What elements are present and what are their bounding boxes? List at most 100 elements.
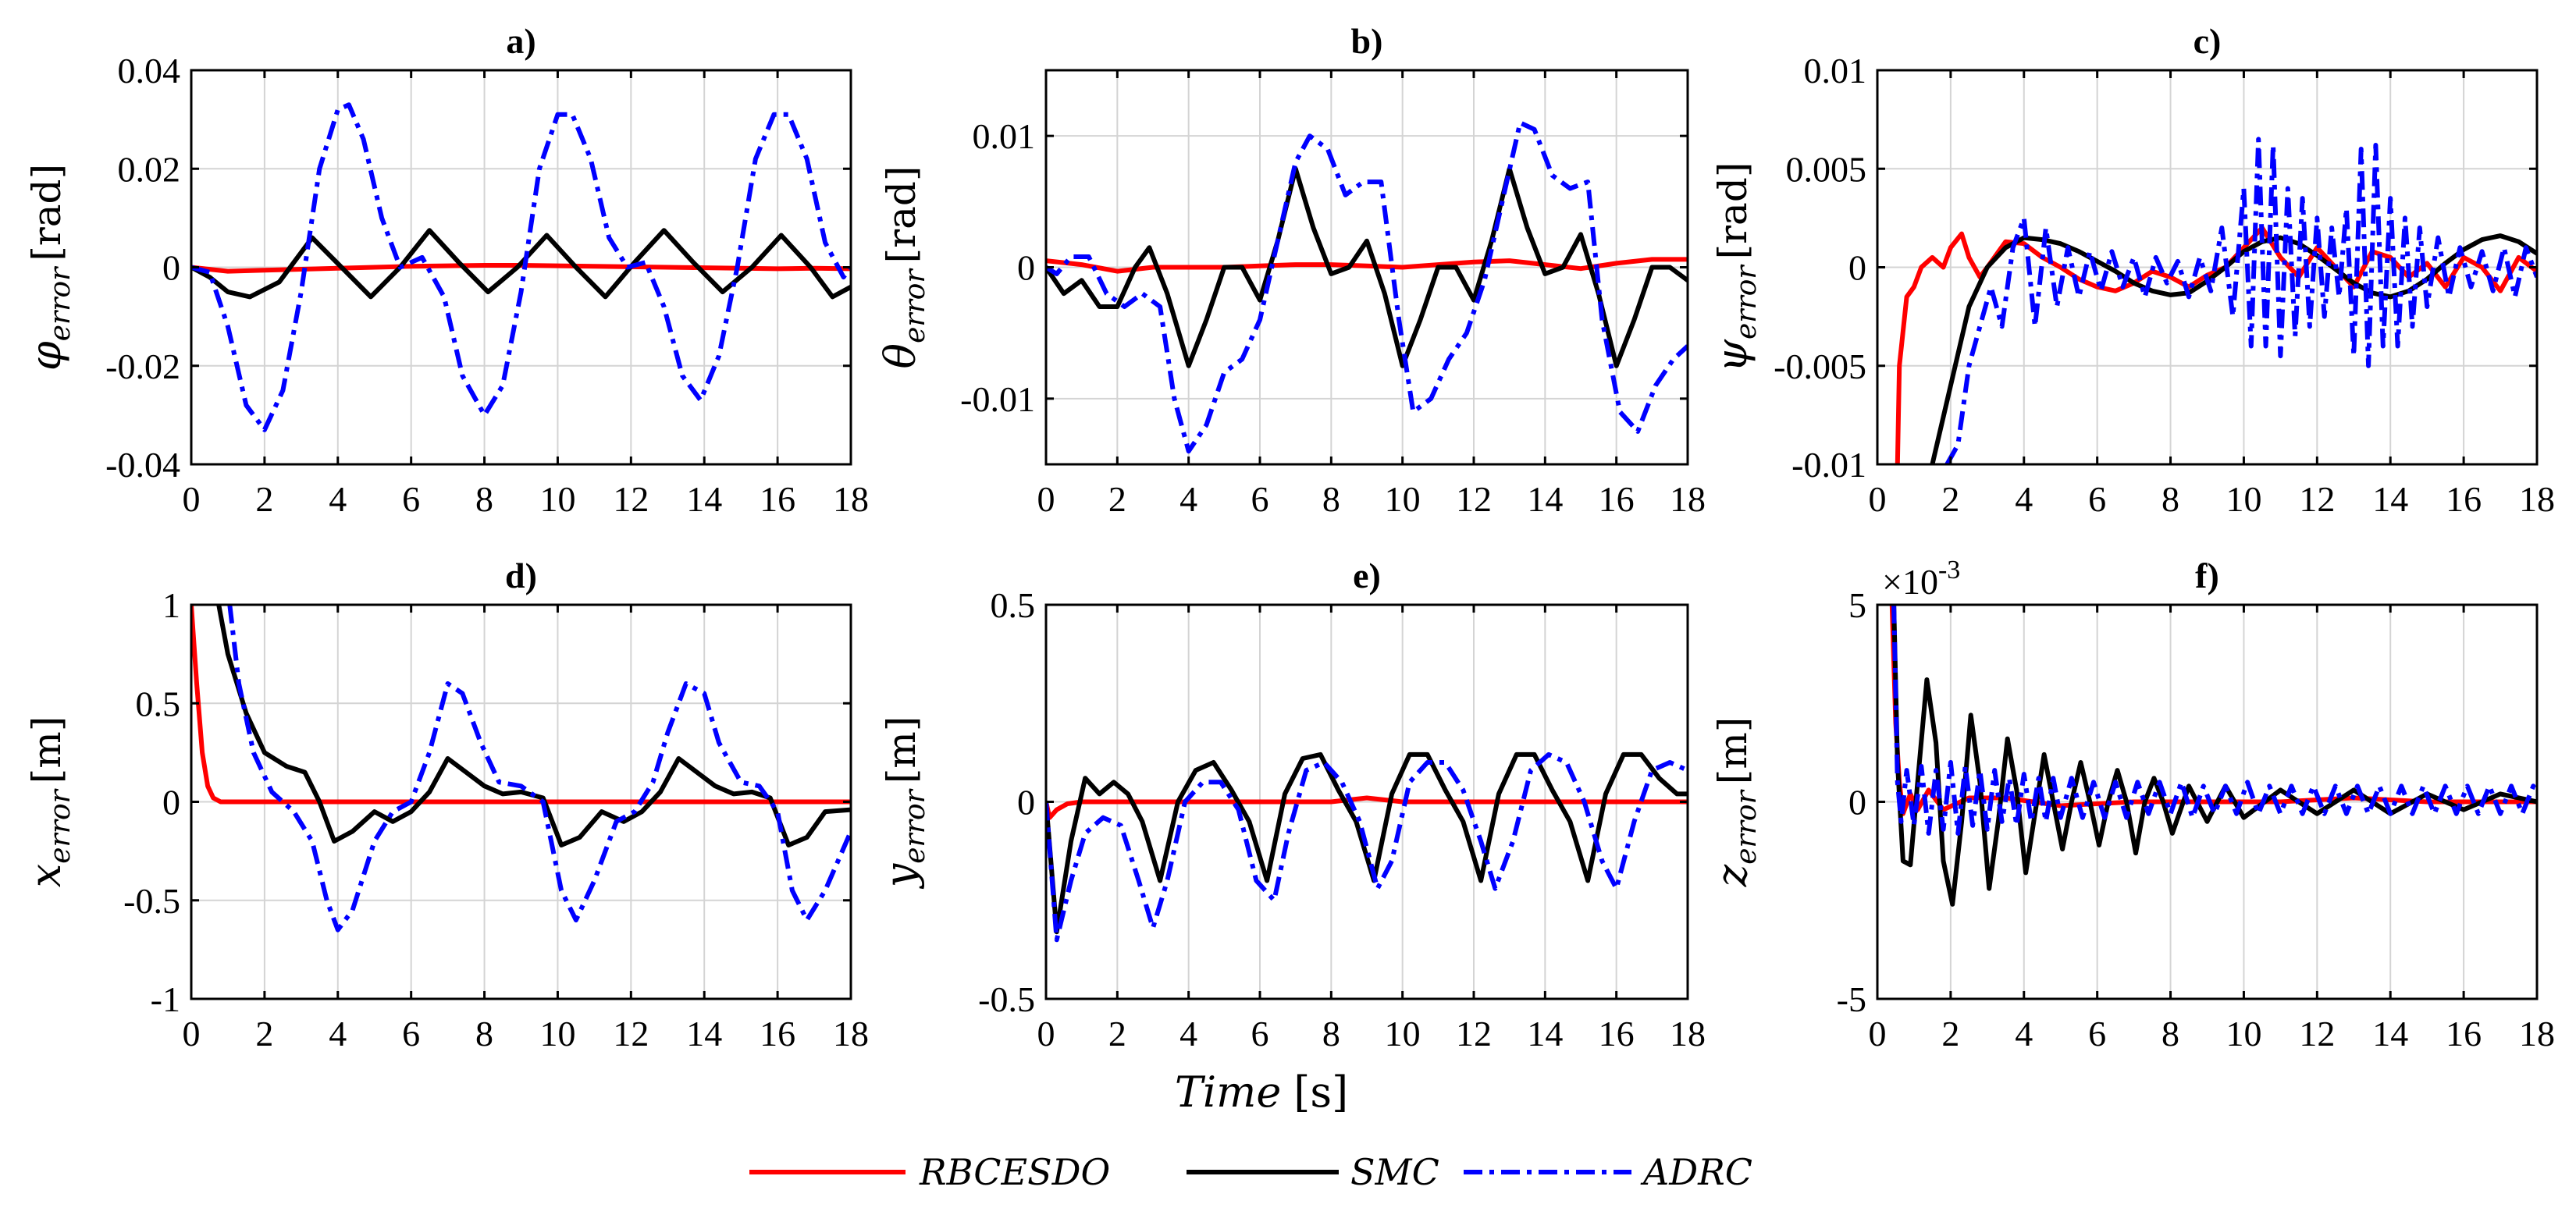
- x-tick-label: 14: [2372, 479, 2408, 519]
- subplot-title: b): [1351, 21, 1383, 61]
- y-tick-label: -0.04: [105, 445, 180, 485]
- legend-label-smc: SMC: [1350, 1151, 1439, 1193]
- y-tick-label: 0.01: [973, 116, 1036, 156]
- x-tick-label: 18: [1670, 479, 1706, 519]
- x-tick-label: 14: [1527, 1014, 1563, 1053]
- x-tick-label: 12: [1456, 1014, 1492, 1053]
- subplot-c: 0 2 4 6 8 10 12 14 16 18 -0.01 -0.005 0 0.005 0.01 c) ψe…: [1707, 21, 2555, 519]
- x-tick-label: 12: [1456, 479, 1492, 519]
- y-axis-subscript: error: [1731, 265, 1763, 339]
- y-axis-subscript: error: [44, 266, 76, 341]
- subplot-title: c): [2194, 21, 2222, 61]
- x-tick-label: 6: [2088, 479, 2106, 519]
- x-tick-label: 16: [1599, 479, 1635, 519]
- legend: RBCESDO SMC ADRC: [749, 1151, 1752, 1193]
- y-axis-symbol: ψ: [1707, 339, 1756, 372]
- series-line-smc: [1891, 605, 2537, 907]
- x-tick-label: 14: [686, 479, 722, 519]
- subplot-a: 0 2 4 6 8 10 12 14 16 18 -0.04 -0.02 0 0.02 0.04 a) φerr…: [21, 21, 869, 519]
- x-axis-label-unit: [s]: [1293, 1068, 1348, 1117]
- x-tick-label: 4: [1179, 1014, 1197, 1053]
- x-tick-label: 6: [1251, 1014, 1269, 1053]
- axis-multiplier-exponent: -3: [1938, 556, 1960, 584]
- y-axis-label: xerror [m]: [21, 716, 76, 888]
- y-axis-unit: [m]: [24, 716, 69, 783]
- x-tick-label: 8: [1322, 479, 1340, 519]
- series-line-rbcesdo: [191, 605, 851, 805]
- x-tick-label: 10: [539, 1014, 575, 1053]
- y-tick-label: 1: [162, 585, 180, 625]
- y-axis-unit: [m]: [1710, 717, 1756, 784]
- x-tick-label: 0: [1037, 479, 1055, 519]
- x-tick-label: 16: [760, 1014, 795, 1053]
- y-axis-subscript: error: [1731, 789, 1763, 864]
- series-line-smc: [1046, 166, 1688, 368]
- x-tick-label: 18: [1670, 1014, 1706, 1053]
- subplot-d: 0 2 4 6 8 10 12 14 16 18 -1 -0.5 0 0.5 1 d) xerror [m]: [21, 556, 869, 1053]
- y-axis-subscript: error: [899, 788, 931, 863]
- x-tick-label: 12: [2299, 479, 2335, 519]
- y-axis-unit: [rad]: [879, 166, 924, 264]
- axis-multiplier-base: ×10: [1882, 562, 1938, 602]
- series-line-adrc: [1944, 137, 2537, 464]
- y-tick-label: 0.005: [1786, 149, 1867, 189]
- x-tick-label: 18: [2519, 1014, 2555, 1053]
- y-axis-subscript: error: [44, 788, 76, 863]
- x-tick-label: 10: [1385, 479, 1421, 519]
- legend-label-rbcesdo: RBCESDO: [919, 1151, 1110, 1193]
- x-tick-label: 2: [1941, 1014, 1959, 1053]
- x-tick-label: 12: [613, 1014, 649, 1053]
- x-tick-label: 10: [539, 479, 575, 519]
- y-tick-label: -0.02: [105, 346, 180, 386]
- y-tick-label: -0.5: [123, 881, 180, 921]
- y-axis-symbol: θ: [876, 343, 925, 369]
- x-tick-label: 6: [402, 1014, 420, 1053]
- y-axis-label: ψerror [rad]: [1707, 162, 1763, 373]
- y-tick-label: 0: [1017, 783, 1035, 823]
- y-axis-symbol: x: [21, 864, 70, 887]
- y-tick-label: -0.01: [1791, 445, 1866, 485]
- y-axis-subscript: error: [899, 268, 931, 343]
- y-tick-label: 5: [1848, 585, 1866, 625]
- y-tick-label: 0.5: [136, 684, 181, 723]
- series-line-rbcesdo: [1046, 257, 1688, 274]
- y-axis-symbol: φ: [21, 341, 70, 371]
- series-line-smc: [1046, 751, 1688, 935]
- subplot-title: e): [1353, 556, 1381, 595]
- x-tick-label: 0: [183, 479, 201, 519]
- y-tick-label: 0.04: [118, 51, 181, 91]
- subplot-b: 0 2 4 6 8 10 12 14 16 18 -0.01 0 0.01 b) θerror [rad]: [876, 21, 1706, 519]
- y-axis-symbol: z: [1707, 864, 1756, 887]
- x-tick-label: 2: [1108, 1014, 1126, 1053]
- y-tick-label: -0.005: [1774, 346, 1866, 386]
- x-tick-label: 0: [183, 1014, 201, 1053]
- x-tick-label: 6: [2088, 1014, 2106, 1053]
- x-tick-label: 10: [1385, 1014, 1421, 1053]
- x-tick-label: 8: [475, 1014, 493, 1053]
- y-axis-label: θerror [rad]: [876, 166, 931, 369]
- x-tick-label: 2: [1941, 479, 1959, 519]
- x-tick-label: 4: [329, 479, 347, 519]
- x-tick-label: 8: [475, 479, 493, 519]
- series-line-rbcesdo: [1895, 226, 2537, 464]
- y-tick-label: 0: [1848, 248, 1866, 288]
- x-tick-label: 0: [1869, 1014, 1887, 1053]
- x-tick-label: 4: [2015, 479, 2033, 519]
- x-tick-label: 14: [686, 1014, 722, 1053]
- y-axis-unit: [rad]: [1710, 162, 1756, 260]
- series-line-smc: [216, 605, 851, 847]
- y-tick-label: 0.01: [1804, 51, 1867, 91]
- y-tick-label: -0.01: [960, 379, 1035, 419]
- y-axis-symbol: y: [876, 862, 925, 889]
- x-tick-label: 12: [613, 479, 649, 519]
- x-tick-label: 4: [2015, 1014, 2033, 1053]
- x-tick-label: 4: [1179, 479, 1197, 519]
- x-tick-label: 12: [2299, 1014, 2335, 1053]
- x-tick-label: 14: [2372, 1014, 2408, 1053]
- x-tick-label: 18: [833, 1014, 869, 1053]
- y-tick-label: -0.5: [978, 979, 1035, 1019]
- subplot-grid: 0 2 4 6 8 10 12 14 16 18-0.04-0.0200.020.04a)φerr…: [21, 21, 2555, 1053]
- x-tick-label: 18: [833, 479, 869, 519]
